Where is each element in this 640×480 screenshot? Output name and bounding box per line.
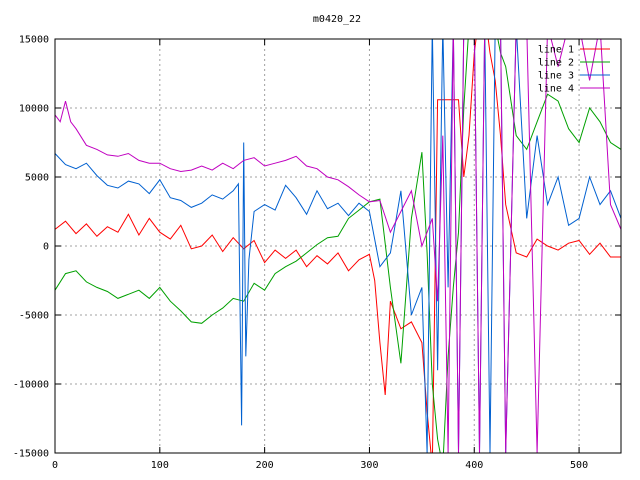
y-tick-label: 15000	[19, 35, 49, 46]
chart-title: m0420_22	[313, 14, 361, 25]
legend-label: line 4	[538, 84, 574, 95]
y-tick-label: 5000	[25, 173, 49, 184]
y-tick-label: 0	[43, 242, 49, 253]
series-line-1	[55, 39, 621, 453]
series-group	[55, 39, 621, 453]
series-line-2	[55, 39, 621, 453]
grid-lines	[55, 39, 621, 453]
y-tick-label: -15000	[13, 449, 49, 460]
x-tick-label: 300	[360, 460, 378, 471]
x-tick-label: 500	[570, 460, 588, 471]
x-tick-label: 400	[465, 460, 483, 471]
legend-label: line 1	[538, 45, 574, 56]
legend: line 1 line 2 line 3 line 4	[538, 45, 610, 95]
y-tick-label: -10000	[13, 380, 49, 391]
x-tick-label: 200	[256, 460, 274, 471]
y-tick-label: -5000	[19, 311, 49, 322]
series-line-4	[55, 39, 621, 453]
series-line-3	[55, 39, 621, 453]
legend-label: line 3	[538, 71, 574, 82]
legend-label: line 2	[538, 58, 574, 69]
y-tick-label: 10000	[19, 104, 49, 115]
axis-ticks: -15000 -10000 -5000 0 5000 10000 15000 0 100 200 3…	[13, 35, 621, 471]
x-tick-label: 100	[151, 460, 169, 471]
x-tick-label: 0	[52, 460, 58, 471]
